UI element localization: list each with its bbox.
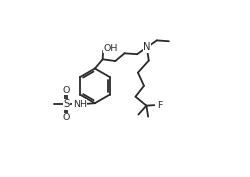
Text: F: F [157, 101, 162, 110]
Text: OH: OH [104, 44, 118, 53]
Text: S: S [63, 99, 69, 109]
Text: NH: NH [73, 100, 87, 109]
Text: O: O [62, 86, 70, 95]
Text: O: O [62, 113, 70, 122]
Text: N: N [143, 42, 151, 52]
